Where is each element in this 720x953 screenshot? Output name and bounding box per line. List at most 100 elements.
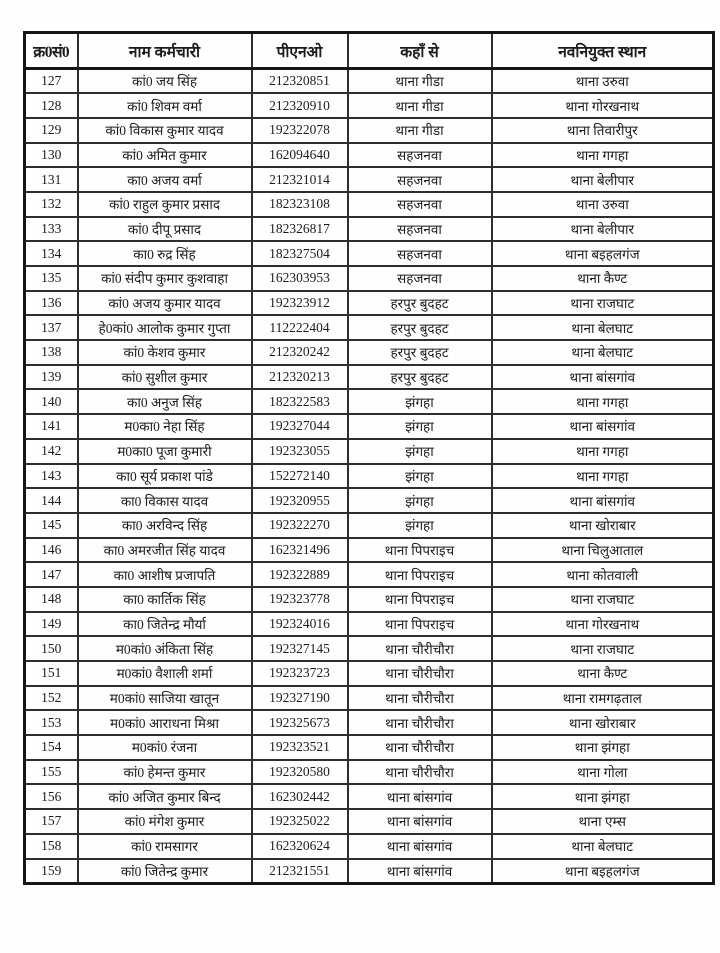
cell-name: म0कां0 आराधना मिश्रा	[76, 709, 253, 737]
cell-to: थाना झंगहा	[490, 783, 715, 811]
cell-to: थाना बेलीपार	[490, 215, 715, 243]
cell-from: थाना चौरीचौरा	[346, 734, 493, 761]
cell-to: थाना उरुवा	[490, 190, 715, 218]
cell-to: थाना बांसगांव	[490, 413, 715, 440]
cell-to: थाना गोरखनाथ	[490, 92, 715, 119]
cell-name: कां0 मंगेश कुमार	[76, 808, 253, 835]
cell-from: झंगहा	[346, 511, 493, 539]
cell-sno: 159	[23, 857, 79, 885]
cell-pno: 182326817	[250, 215, 349, 243]
cell-sno: 144	[23, 487, 79, 514]
cell-pno: 192323055	[250, 437, 349, 465]
cell-pno: 192325673	[250, 709, 349, 737]
cell-sno: 147	[23, 561, 79, 588]
cell-pno: 182327504	[250, 240, 349, 267]
cell-name: का0 विकास यादव	[76, 487, 253, 514]
cell-pno: 112222404	[250, 314, 349, 342]
cell-pno: 182322583	[250, 388, 349, 416]
cell-from: थाना चौरीचौरा	[346, 660, 493, 687]
table-row: 144 का0 विकास यादव 192320955 झंगहा थाना बांस…	[23, 487, 715, 514]
cell-pno: 162094640	[250, 141, 349, 169]
cell-sno: 129	[23, 116, 79, 144]
cell-from: झंगहा	[346, 487, 493, 514]
cell-sno: 152	[23, 684, 79, 712]
table-row: 150 म0कां0 अंकिता सिंह 192327145 थाना चौरीच…	[23, 635, 715, 662]
cell-to: थाना उरुवा	[490, 67, 715, 95]
cell-name: कां0 विकास कुमार यादव	[76, 116, 253, 144]
cell-to: थाना तिवारीपुर	[490, 116, 715, 144]
cell-name: का0 रुद्र सिंह	[76, 240, 253, 267]
cell-to: थाना राजघाट	[490, 585, 715, 613]
cell-from: सहजनवा	[346, 215, 493, 243]
cell-sno: 151	[23, 660, 79, 687]
cell-pno: 212321014	[250, 166, 349, 193]
cell-to: थाना खोराबार	[490, 709, 715, 737]
cell-from: थाना पिपराइच	[346, 585, 493, 613]
table-row: 159 कां0 जितेन्द्र कुमार 212321551 थाना बां…	[23, 857, 715, 885]
table-row: 128 कां0 शिवम वर्मा 212320910 थाना गीडा थाना…	[23, 92, 715, 119]
column-header-sno: क्र0सं0	[23, 31, 79, 70]
cell-from: थाना गीडा	[346, 67, 493, 95]
cell-sno: 138	[23, 339, 79, 366]
table-row: 140 का0 अनुज सिंह 182322583 झंगहा थाना गगहा	[23, 388, 715, 416]
cell-pno: 192322270	[250, 511, 349, 539]
cell-to: थाना झंगहा	[490, 734, 715, 761]
cell-from: सहजनवा	[346, 265, 493, 292]
cell-name: कां0 संदीप कुमार कुशवाहा	[76, 265, 253, 292]
table-row: 138 कां0 केशव कुमार 212320242 हरपुर बुदहट था…	[23, 339, 715, 366]
cell-to: थाना बइहलगंज	[490, 857, 715, 885]
cell-from: झंगहा	[346, 388, 493, 416]
cell-pno: 212320851	[250, 67, 349, 95]
cell-sno: 130	[23, 141, 79, 169]
cell-sno: 146	[23, 536, 79, 564]
cell-from: सहजनवा	[346, 166, 493, 193]
cell-pno: 152272140	[250, 462, 349, 490]
table-row: 147 का0 आशीष प्रजापति 192322889 थाना पिपराइ…	[23, 561, 715, 588]
cell-pno: 212321551	[250, 857, 349, 885]
table-row: 146 का0 अमरजीत सिंह यादव 162321496 थाना पिप…	[23, 536, 715, 564]
cell-to: थाना गगहा	[490, 462, 715, 490]
cell-sno: 155	[23, 758, 79, 786]
cell-name: म0कां0 साजिया खातून	[76, 684, 253, 712]
cell-from: थाना बांसगांव	[346, 783, 493, 811]
cell-from: झंगहा	[346, 413, 493, 440]
cell-sno: 153	[23, 709, 79, 737]
cell-name: का0 अनुज सिंह	[76, 388, 253, 416]
cell-sno: 141	[23, 413, 79, 440]
cell-to: थाना बांसगांव	[490, 487, 715, 514]
cell-to: थाना कोतवाली	[490, 561, 715, 588]
cell-to: थाना राजघाट	[490, 289, 715, 317]
cell-from: थाना बांसगांव	[346, 832, 493, 860]
cell-from: थाना पिपराइच	[346, 610, 493, 638]
cell-name: कां0 जय सिंह	[76, 67, 253, 95]
cell-from: थाना पिपराइच	[346, 536, 493, 564]
cell-name: कां0 अजित कुमार बिन्द	[76, 783, 253, 811]
cell-name: का0 अरविन्द सिंह	[76, 511, 253, 539]
cell-pno: 162321496	[250, 536, 349, 564]
table-row: 137 हे0कां0 आलोक कुमार गुप्ता 112222404 हरप…	[23, 314, 715, 342]
cell-name: कां0 सुशील कुमार	[76, 363, 253, 391]
cell-pno: 192320955	[250, 487, 349, 514]
cell-to: थाना बइहलगंज	[490, 240, 715, 267]
cell-sno: 137	[23, 314, 79, 342]
cell-pno: 212320213	[250, 363, 349, 391]
table-row: 129 कां0 विकास कुमार यादव 192322078 थाना गी…	[23, 116, 715, 144]
cell-name: कां0 राहुल कुमार प्रसाद	[76, 190, 253, 218]
cell-name: हे0कां0 आलोक कुमार गुप्ता	[76, 314, 253, 342]
table-row: 134 का0 रुद्र सिंह 182327504 सहजनवा थाना बइह…	[23, 240, 715, 267]
cell-sno: 127	[23, 67, 79, 95]
cell-sno: 142	[23, 437, 79, 465]
cell-pno: 192323778	[250, 585, 349, 613]
table-row: 148 का0 कार्तिक सिंह 192323778 थाना पिपराइच…	[23, 585, 715, 613]
cell-pno: 192324016	[250, 610, 349, 638]
cell-name: कां0 केशव कुमार	[76, 339, 253, 366]
cell-to: थाना बांसगांव	[490, 363, 715, 391]
cell-name: कां0 दीपू प्रसाद	[76, 215, 253, 243]
cell-name: का0 कार्तिक सिंह	[76, 585, 253, 613]
cell-pno: 162303953	[250, 265, 349, 292]
table-row: 152 म0कां0 साजिया खातून 192327190 थाना चौरी…	[23, 684, 715, 712]
cell-to: थाना कैण्ट	[490, 660, 715, 687]
cell-from: सहजनवा	[346, 190, 493, 218]
cell-name: का0 जितेन्द्र मौर्या	[76, 610, 253, 638]
cell-name: का0 अमरजीत सिंह यादव	[76, 536, 253, 564]
